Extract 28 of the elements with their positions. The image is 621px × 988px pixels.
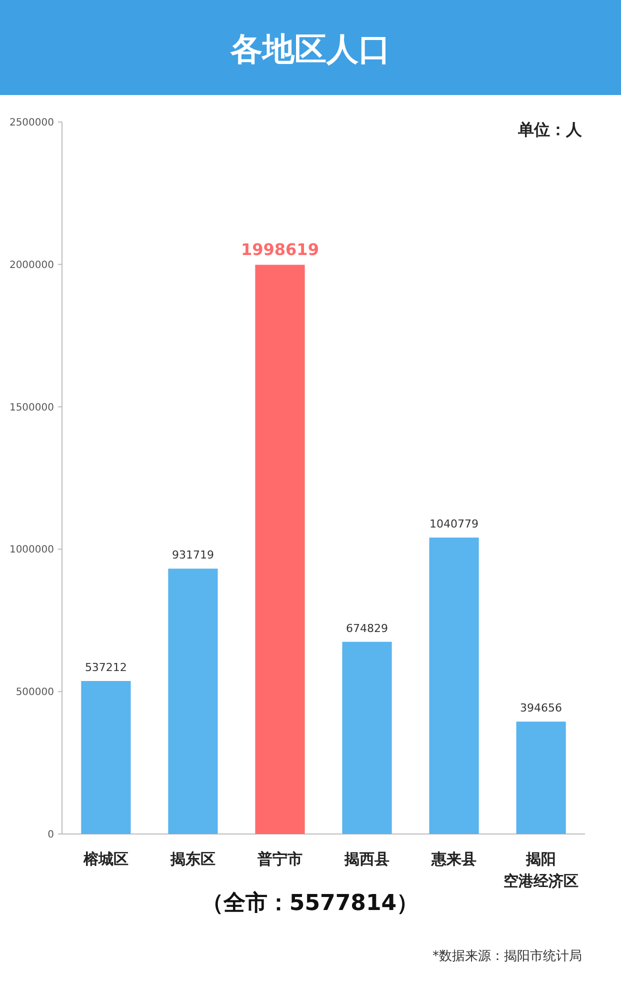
x-tick-label: 揭阳空港经济区	[504, 850, 579, 890]
data-label: 931719	[172, 548, 214, 562]
y-tick-label: 1500000	[9, 402, 54, 414]
x-tick-label: 揭东区	[169, 850, 216, 868]
x-tick-label: 惠来县	[430, 850, 477, 868]
y-tick-label: 1000000	[9, 544, 54, 556]
x-tick-label: 揭西县	[344, 850, 390, 868]
bar	[342, 642, 392, 834]
data-label: 1998619	[241, 240, 319, 259]
data-label: 1040779	[430, 518, 479, 531]
bar	[429, 538, 479, 834]
data-label: 394656	[520, 702, 562, 715]
bar	[168, 568, 218, 834]
bar	[81, 681, 131, 834]
annotation: 单位：人	[517, 120, 583, 139]
y-tick-label: 0	[48, 830, 54, 840]
data-label: 674829	[346, 622, 388, 635]
bar	[255, 264, 305, 834]
x-tick-label: 普宁市	[256, 850, 302, 868]
y-tick-label: 2000000	[9, 260, 54, 271]
text: *数据来源：揭阳市统计局	[432, 949, 582, 964]
text: （全市：5577814）	[201, 890, 419, 916]
y-tick-label: 500000	[16, 687, 54, 698]
chart-title: 各地区人口	[230, 30, 390, 68]
data-label: 537212	[84, 661, 127, 674]
bar	[516, 722, 566, 834]
x-tick-label: 榕城区	[82, 850, 128, 868]
y-tick-label: 2500000	[9, 118, 54, 128]
